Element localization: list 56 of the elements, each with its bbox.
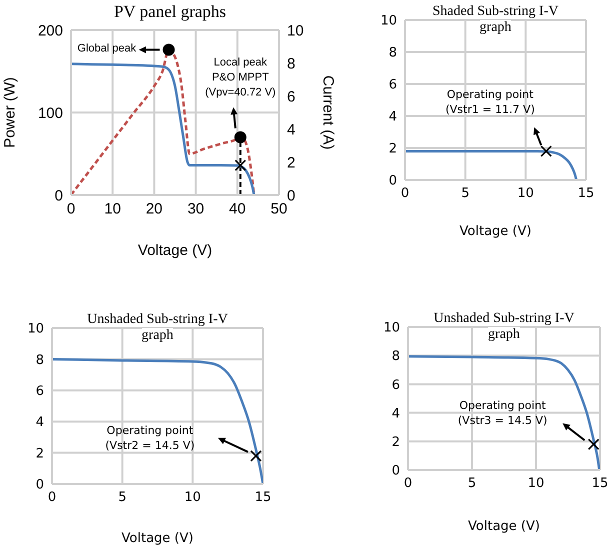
x-tick-label: 40: [229, 200, 246, 218]
annotation: Operating point (Vstr2 = 14.5 V): [104, 422, 196, 453]
y-tick-label: 8: [388, 46, 397, 61]
x-tick-label: 15: [578, 186, 594, 202]
y-tick-label: 8: [392, 349, 400, 364]
x-tick-label: 30: [187, 200, 204, 218]
x-tick-label: 50: [270, 200, 288, 218]
y-tick-label: 0: [392, 464, 400, 479]
x-tick-label: 15: [254, 490, 272, 506]
x-tick-label: 10: [517, 186, 534, 202]
annotation: Local peak P&O MPPT (Vpv=40.72 V): [205, 56, 276, 99]
y2-tick-label: 6: [287, 88, 296, 106]
x-tick-label: 5: [461, 186, 470, 202]
x-axis-title: Voltage (V): [468, 519, 540, 534]
x-tick-label: 0: [404, 476, 412, 492]
x-axis-title: Voltage (V): [122, 531, 194, 546]
y-tick-label: 10: [27, 322, 44, 337]
y2-tick-label: 4: [287, 121, 296, 138]
annotation: Operating point (Vstr1 = 11.7 V): [444, 87, 536, 118]
y-tick-label: 2: [388, 142, 397, 157]
y-tick-label: 100: [38, 104, 63, 122]
x-axis-title: Voltage (V): [460, 224, 532, 239]
y-tick-label: 2: [36, 446, 44, 462]
x-axis-title: Voltage (V): [138, 242, 212, 259]
y-tick-label: 4: [36, 415, 44, 430]
y-tick-label: 200: [38, 22, 63, 40]
y2-tick-label: 8: [287, 55, 296, 72]
y-tick-label: 2: [392, 435, 400, 450]
y2-tick-label: 2: [287, 154, 296, 172]
y-tick-label: 8: [36, 352, 44, 368]
y-tick-label: 0: [388, 174, 397, 189]
x-tick-label: 10: [528, 476, 544, 492]
x-tick-label: 20: [146, 200, 163, 218]
annotation: Operating point (Vstr3 = 14.5 V): [456, 398, 548, 428]
x-tick-label: 15: [592, 476, 608, 492]
line-series: [405, 150, 578, 180]
y-tick-label: 6: [392, 378, 400, 393]
annotation: Global peak: [76, 41, 138, 56]
y-tick-label: 6: [36, 384, 44, 400]
y-axis-title: Power (W): [1, 77, 18, 148]
chart-title: Shaded Sub-string I-V graph: [432, 4, 558, 35]
chart-title: Unshaded Sub-string I-V graph: [434, 311, 574, 342]
y-tick-label: 6: [388, 78, 397, 93]
x-tick-label: 10: [184, 490, 201, 506]
y-tick-label: 10: [383, 320, 400, 336]
y-tick-label: 4: [388, 110, 397, 125]
y-tick-label: 4: [392, 406, 400, 422]
chart-title: Unshaded Sub-string I-V graph: [87, 312, 228, 343]
x-tick-label: 5: [468, 476, 476, 492]
x-tick-label: 0: [66, 200, 76, 218]
y2-axis-title: Current (A): [320, 75, 337, 150]
x-tick-label: 10: [104, 200, 121, 218]
x-tick-label: 5: [118, 490, 126, 506]
y2-tick-label: 10: [287, 22, 304, 40]
y-tick-label: 10: [380, 14, 397, 29]
chart-title: PV panel graphs: [114, 2, 226, 21]
